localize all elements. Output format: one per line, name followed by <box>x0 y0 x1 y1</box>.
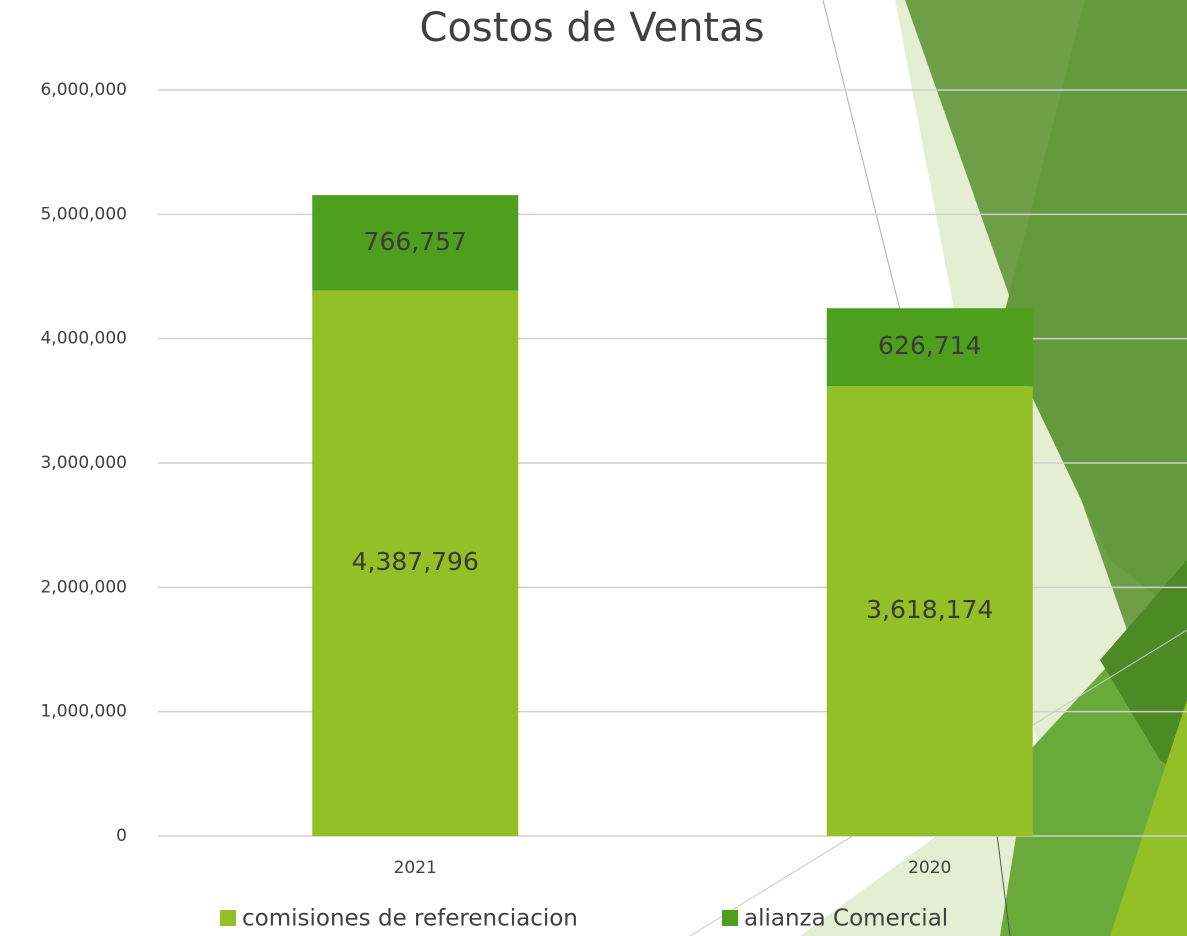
x-tick-label: 2021 <box>394 858 437 878</box>
legend-label: comisiones de referenciacion <box>242 906 578 932</box>
legend-label: alianza Comercial <box>744 906 948 932</box>
y-tick-label: 2,000,000 <box>40 577 127 597</box>
value-label: 766,757 <box>364 227 467 256</box>
y-tick-label: 0 <box>116 826 127 846</box>
decor-line <box>822 0 901 311</box>
y-tick-label: 3,000,000 <box>40 453 127 473</box>
y-tick-label: 4,000,000 <box>40 329 127 349</box>
y-tick-label: 6,000,000 <box>40 80 127 100</box>
decor-shape <box>1110 700 1187 936</box>
decor-shape <box>1100 560 1187 780</box>
decor-shape <box>1000 0 1187 620</box>
value-label: 626,714 <box>878 331 981 360</box>
bar-segment <box>312 195 519 291</box>
legend-swatch <box>220 910 236 926</box>
chart-title: Costos de Ventas <box>420 5 765 51</box>
bar-segment <box>826 386 1033 836</box>
y-tick-label: 5,000,000 <box>40 204 127 224</box>
value-label: 4,387,796 <box>352 547 479 576</box>
y-tick-label: 1,000,000 <box>40 702 127 722</box>
x-tick-label: 2020 <box>908 858 951 878</box>
value-label: 3,618,174 <box>866 595 993 624</box>
legend-swatch <box>722 910 738 926</box>
bar-segment <box>312 290 519 836</box>
bar-segment <box>826 308 1033 387</box>
